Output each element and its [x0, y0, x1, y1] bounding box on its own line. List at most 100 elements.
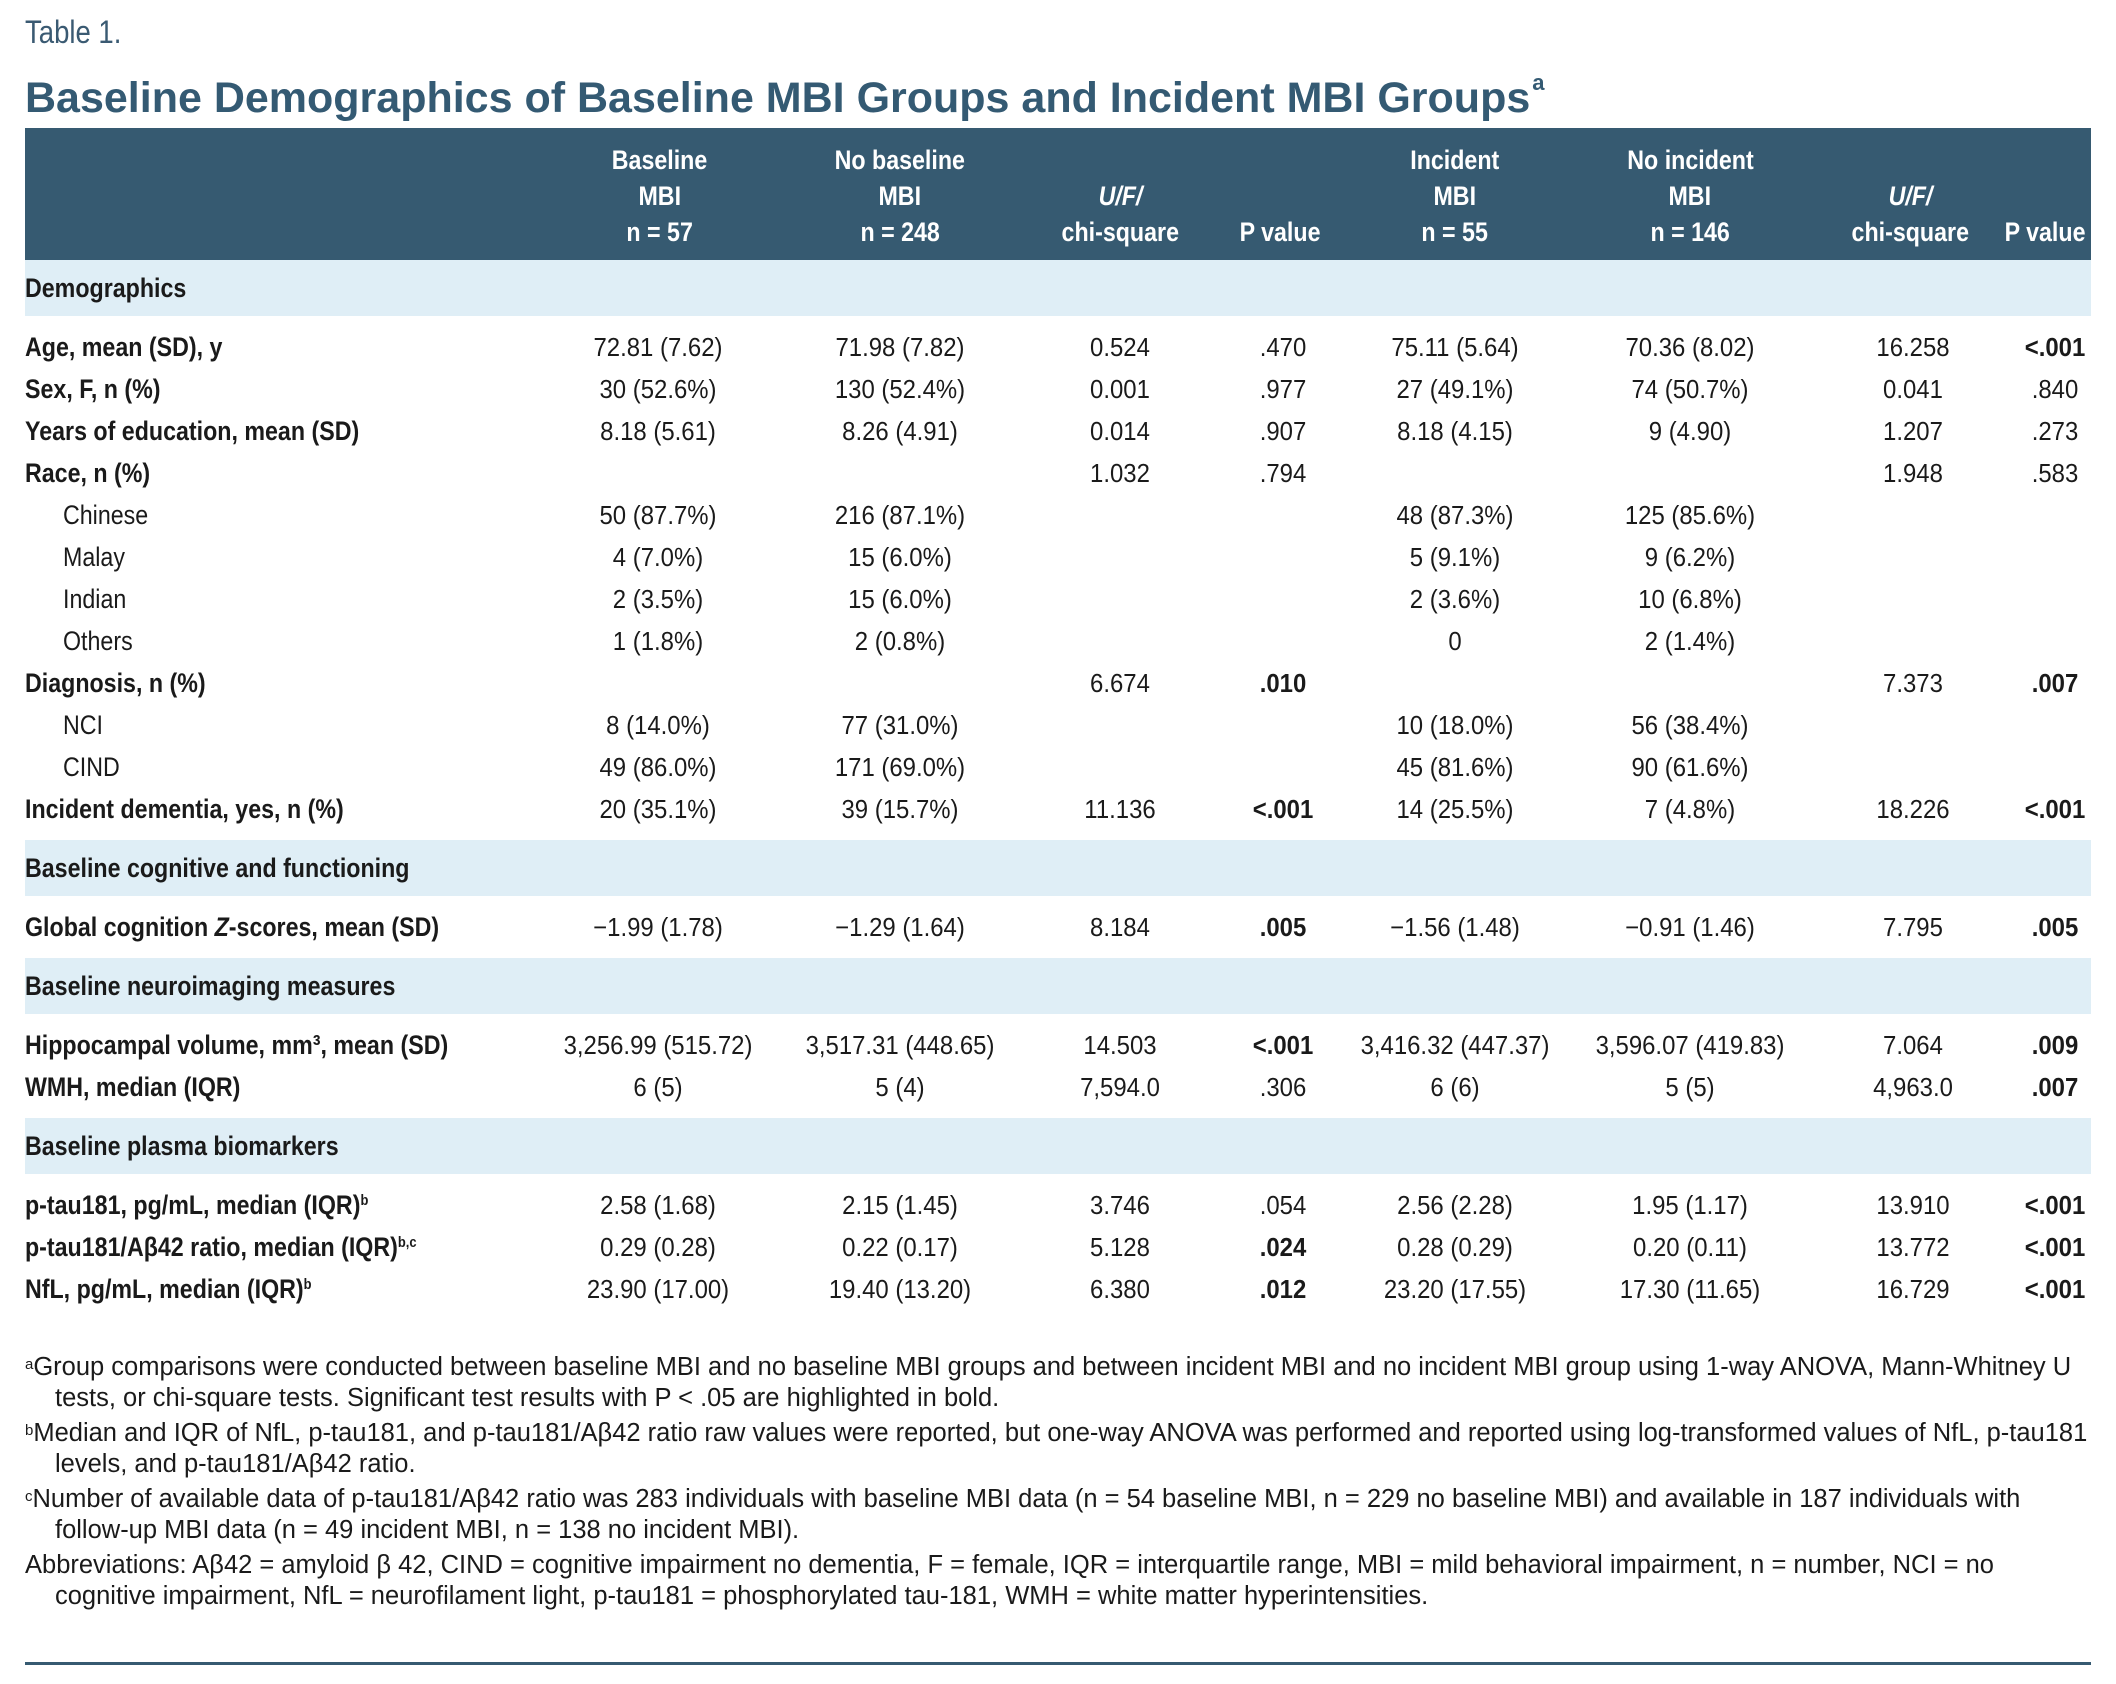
cell-value: 9 (4.90) [1648, 416, 1732, 446]
row-label: Others [63, 626, 133, 656]
cell-value: .010 [1259, 668, 1307, 698]
cell-value: 13.910 [1876, 1190, 1950, 1220]
cell-value: .054 [1259, 1190, 1307, 1220]
row-label: Incident dementia, yes, n (%) [25, 794, 344, 824]
cell-value: .977 [1259, 374, 1307, 404]
cell-value: 6 (6) [1430, 1072, 1480, 1102]
cell-value: .009 [2031, 1030, 2079, 1060]
cell-value: .470 [1259, 332, 1307, 362]
cell-value: 0.28 (0.29) [1397, 1232, 1513, 1262]
cell-value: <.001 [2024, 1274, 2086, 1304]
cell-value: 7.373 [1883, 668, 1943, 698]
cell-value: 13.772 [1876, 1232, 1950, 1262]
table-header: Baseline MBI n = 57 No baseline MBI n = 248 … [25, 128, 2091, 260]
footnote-text: Median and IQR of NfL, p-tau181, and p-t… [33, 1419, 2088, 1478]
row-label: WMH, median (IQR) [25, 1072, 241, 1102]
cell-value: 17.30 (11.65) [1619, 1274, 1761, 1304]
table-row: Incident dementia, yes, n (%) 20 (35.1%) 3… [25, 788, 2091, 830]
table-row: Others 1 (1.8%) 2 (0.8%) 0 2 (1.4%) [25, 620, 2091, 662]
cell-value: 7.795 [1883, 912, 1943, 942]
footnote: cNumber of available data of p-tau181/Aβ… [25, 1484, 2095, 1546]
cell-value: 2 (0.8%) [854, 626, 946, 656]
cell-value: 90 (61.6%) [1631, 752, 1749, 782]
cell-value: 3,517.31 (448.65) [805, 1030, 995, 1060]
cell-value: 2.15 (1.45) [842, 1190, 958, 1220]
cell-value: <.001 [2024, 794, 2086, 824]
section-header: Baseline plasma biomarkers [25, 1118, 2091, 1174]
table-footnotes: aGroup comparisons were conducted betwee… [25, 1352, 2095, 1616]
row-label: NfL, pg/mL, median (IQR)b [25, 1274, 312, 1304]
cell-value: 0.524 [1090, 332, 1150, 362]
table-row: Years of education, mean (SD) 8.18 (5.61)… [25, 410, 2091, 452]
footnote-text: Group comparisons were conducted between… [33, 1353, 2072, 1412]
cell-value: 5 (4) [875, 1072, 925, 1102]
table-title: Baseline Demographics of Baseline MBI Gr… [25, 70, 1545, 123]
cell-value: 11.136 [1084, 794, 1156, 824]
cell-value: 5.128 [1090, 1232, 1150, 1262]
table-row: p-tau181, pg/mL, median (IQR)b 2.58 (1.68… [25, 1184, 2091, 1226]
cell-value: 9 (6.2%) [1644, 542, 1736, 572]
cell-value: 10 (18.0%) [1396, 710, 1514, 740]
cell-value: .840 [2031, 374, 2079, 404]
cell-value: <.001 [2024, 332, 2086, 362]
cell-value: 1.948 [1883, 458, 1943, 488]
cell-value: .005 [1259, 912, 1307, 942]
header-no-baseline-mbi: No baseline MBI n = 248 [834, 145, 966, 247]
cell-value: 10 (6.8%) [1638, 584, 1742, 614]
table-row: Age, mean (SD), y 72.81 (7.62) 71.98 (7.82… [25, 326, 2091, 368]
cell-value: .273 [2031, 416, 2079, 446]
cell-value: 2 (1.4%) [1644, 626, 1736, 656]
header-statistic-1: U/F/chi-square [1061, 181, 1179, 247]
cell-value: 8.18 (4.15) [1397, 416, 1513, 446]
cell-value: 0.22 (0.17) [842, 1232, 958, 1262]
cell-value: <.001 [1252, 1030, 1314, 1060]
cell-value: 23.20 (17.55) [1383, 1274, 1527, 1304]
row-label: Age, mean (SD), y [25, 332, 223, 362]
cell-value: 27 (49.1%) [1396, 374, 1514, 404]
cell-value: 20 (35.1%) [599, 794, 717, 824]
table-row: NfL, pg/mL, median (IQR)b 23.90 (17.00) 19… [25, 1268, 2091, 1310]
bottom-rule [25, 1662, 2091, 1665]
cell-value: 2.58 (1.68) [600, 1190, 716, 1220]
cell-value: 14.503 [1083, 1030, 1157, 1060]
table-row: Hippocampal volume, mm³, mean (SD) 3,256.… [25, 1024, 2091, 1066]
row-label: Indian [63, 584, 127, 614]
cell-value: 50 (87.7%) [599, 500, 717, 530]
footnote-mark: c [25, 1488, 33, 1505]
cell-value: 7,594.0 [1080, 1072, 1160, 1102]
cell-value: 1.95 (1.17) [1632, 1190, 1748, 1220]
table-row: Malay 4 (7.0%) 15 (6.0%) 5 (9.1%) 9 (6.2%) [25, 536, 2091, 578]
cell-value: −1.99 (1.78) [593, 912, 723, 942]
cell-value: 5 (5) [1665, 1072, 1715, 1102]
section-title: Baseline neuroimaging measures [25, 971, 396, 1001]
table-row: Sex, F, n (%) 30 (52.6%) 130 (52.4%) 0.001.… [25, 368, 2091, 410]
section-header: Baseline cognitive and functioning [25, 840, 2091, 896]
row-label: p-tau181/Aβ42 ratio, median (IQR)b,c [25, 1232, 417, 1262]
cell-value: .007 [2031, 1072, 2079, 1102]
cell-value: 15 (6.0%) [848, 584, 952, 614]
cell-value: 56 (38.4%) [1631, 710, 1749, 740]
section-title: Demographics [25, 273, 187, 303]
cell-value: 19.40 (13.20) [828, 1274, 972, 1304]
row-label: Chinese [63, 500, 149, 530]
cell-value: .012 [1259, 1274, 1307, 1304]
cell-value: 216 (87.1%) [834, 500, 966, 530]
cell-value: −0.91 (1.46) [1625, 912, 1755, 942]
cell-value: 8.26 (4.91) [842, 416, 958, 446]
cell-value: <.001 [2024, 1190, 2086, 1220]
cell-value: 3,416.32 (447.37) [1360, 1030, 1550, 1060]
cell-value: 75.11 (5.64) [1391, 332, 1519, 362]
cell-value: 0.014 [1090, 416, 1150, 446]
footnote-mark: b [25, 1422, 34, 1439]
cell-value: 125 (85.6%) [1624, 500, 1756, 530]
cell-value: 16.729 [1876, 1274, 1950, 1304]
cell-value: 74 (50.7%) [1631, 374, 1749, 404]
cell-value: 3,256.99 (515.72) [563, 1030, 753, 1060]
cell-value: <.001 [1252, 794, 1314, 824]
section-header: Baseline neuroimaging measures [25, 958, 2091, 1014]
table-row: Diagnosis, n (%) 6.674 .010 7.373 .007 [25, 662, 2091, 704]
cell-value: 0.041 [1883, 374, 1943, 404]
cell-value: .907 [1259, 416, 1307, 446]
header-incident-mbi: Incident MBI n = 55 [1410, 145, 1500, 247]
row-label: Hippocampal volume, mm³, mean (SD) [25, 1030, 449, 1060]
